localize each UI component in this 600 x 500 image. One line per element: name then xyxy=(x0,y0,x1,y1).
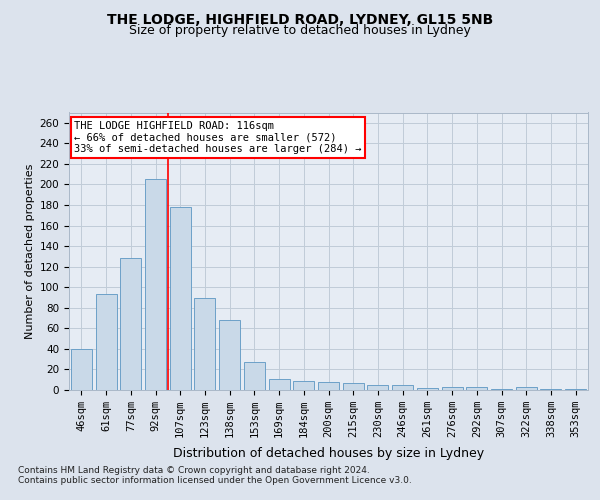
Bar xyxy=(466,387,487,390)
Bar xyxy=(244,362,265,390)
Bar xyxy=(565,389,586,390)
Bar xyxy=(318,382,339,390)
Bar xyxy=(145,180,166,390)
Bar xyxy=(516,387,537,390)
Bar xyxy=(120,258,141,390)
Bar xyxy=(170,207,191,390)
Bar xyxy=(392,385,413,390)
Text: Contains public sector information licensed under the Open Government Licence v3: Contains public sector information licen… xyxy=(18,476,412,485)
Y-axis label: Number of detached properties: Number of detached properties xyxy=(25,164,35,339)
Bar xyxy=(219,320,240,390)
Text: THE LODGE HIGHFIELD ROAD: 116sqm
← 66% of detached houses are smaller (572)
33% : THE LODGE HIGHFIELD ROAD: 116sqm ← 66% o… xyxy=(74,121,362,154)
Bar xyxy=(417,388,438,390)
Bar xyxy=(491,389,512,390)
Bar xyxy=(71,349,92,390)
Bar xyxy=(367,385,388,390)
Bar xyxy=(293,381,314,390)
Bar xyxy=(269,378,290,390)
Text: Contains HM Land Registry data © Crown copyright and database right 2024.: Contains HM Land Registry data © Crown c… xyxy=(18,466,370,475)
Bar xyxy=(95,294,116,390)
Text: THE LODGE, HIGHFIELD ROAD, LYDNEY, GL15 5NB: THE LODGE, HIGHFIELD ROAD, LYDNEY, GL15 … xyxy=(107,12,493,26)
Text: Distribution of detached houses by size in Lydney: Distribution of detached houses by size … xyxy=(173,448,484,460)
Bar xyxy=(541,389,562,390)
Bar xyxy=(194,298,215,390)
Bar xyxy=(442,387,463,390)
Bar xyxy=(343,383,364,390)
Text: Size of property relative to detached houses in Lydney: Size of property relative to detached ho… xyxy=(129,24,471,37)
